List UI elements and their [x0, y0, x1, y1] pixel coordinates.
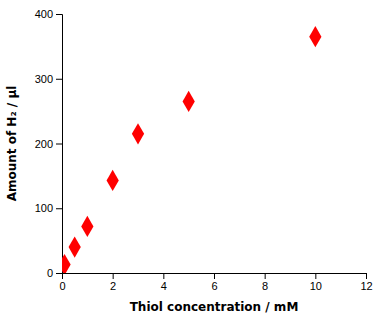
chart: 0 2 4 6 8 10 12 0 100 200 300 400 Thiol concentratio…	[0, 0, 384, 319]
y-axis: 0 100 200 300 400	[35, 8, 63, 279]
points	[62, 26, 321, 273]
y-tick-label: 400	[35, 8, 53, 20]
x-tick: 12	[360, 273, 372, 292]
y-tick-mark	[56, 208, 62, 209]
y-tick-label: 300	[35, 73, 53, 85]
y-tick: 0	[47, 267, 62, 279]
x-tick: 8	[262, 273, 268, 292]
x-tick-label: 0	[59, 280, 65, 292]
x-tick-mark	[214, 273, 215, 279]
x-tick-mark	[265, 273, 266, 279]
y-tick: 300	[35, 73, 62, 85]
point	[69, 236, 81, 257]
x-axis-title: Thiol concentration / mM	[130, 300, 299, 314]
y-tick-mark	[56, 79, 62, 80]
point	[62, 254, 71, 273]
x-tick-label: 2	[110, 280, 116, 292]
y-tick: 100	[35, 202, 62, 214]
x-tick-mark	[366, 273, 367, 279]
x-axis: 0 2 4 6 8 10 12	[59, 273, 372, 292]
point	[107, 170, 119, 191]
x-tick: 4	[161, 273, 167, 292]
y-axis-title: Amount of H₂ / μl	[5, 86, 19, 202]
x-tick: 2	[110, 273, 116, 292]
x-tick-mark	[315, 273, 316, 279]
x-tick: 0	[59, 273, 65, 292]
point	[183, 91, 195, 112]
x-tick-label: 8	[262, 280, 268, 292]
x-tick: 10	[310, 273, 322, 292]
x-tick-label: 4	[161, 280, 167, 292]
point	[309, 26, 321, 47]
y-tick-label: 200	[35, 138, 53, 150]
y-tick: 400	[35, 8, 62, 20]
x-tick-label: 10	[310, 280, 322, 292]
x-axis-line	[63, 274, 367, 280]
point	[132, 123, 144, 144]
x-tick-mark	[163, 273, 164, 279]
x-tick-mark	[113, 273, 114, 279]
y-tick-mark	[56, 14, 62, 15]
point	[81, 216, 93, 237]
x-tick-label: 12	[360, 280, 372, 292]
x-tick-label: 6	[211, 280, 217, 292]
y-tick-mark	[56, 144, 62, 145]
y-tick: 200	[35, 138, 62, 150]
x-tick: 6	[211, 273, 217, 292]
plot: 0 2 4 6 8 10 12 0 100 200 300 400	[35, 8, 373, 292]
y-tick-label: 0	[47, 267, 53, 279]
y-axis-line	[56, 15, 63, 274]
y-tick-label: 100	[35, 202, 53, 214]
y-tick-mark	[56, 273, 62, 274]
